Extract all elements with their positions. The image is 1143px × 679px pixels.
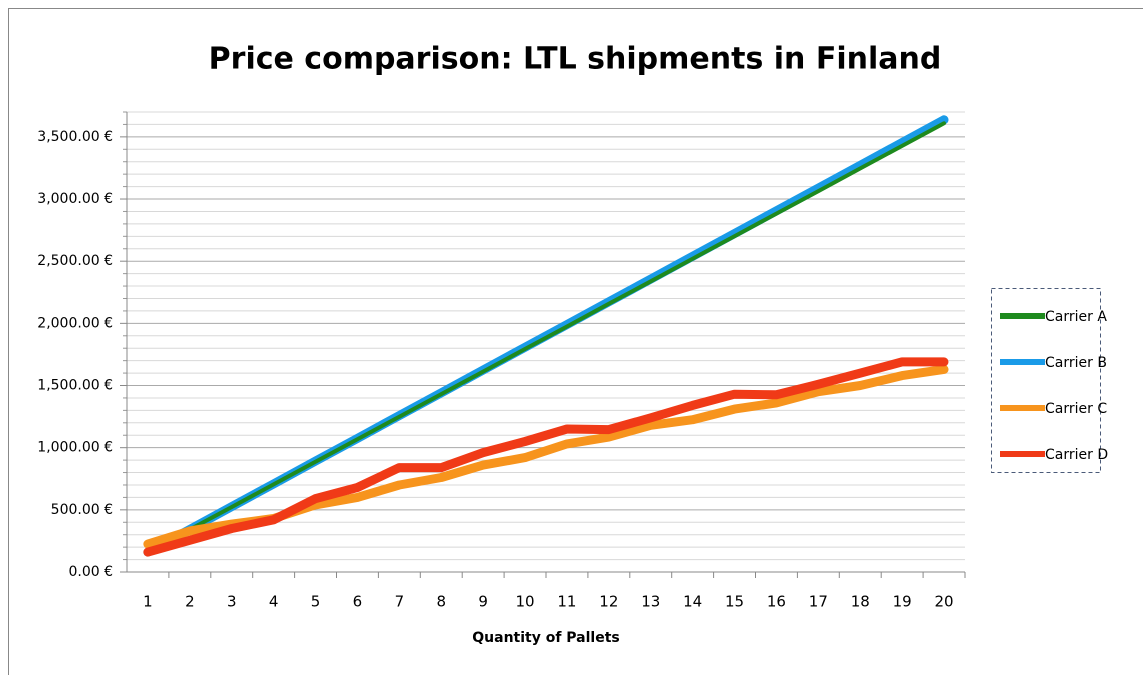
x-tick-label: 8 [436,593,446,611]
series-line [148,123,944,552]
x-tick-label: 7 [395,593,405,611]
y-tick-label: 3,000.00 € [37,191,113,207]
x-tick-label: 5 [311,593,321,611]
x-tick-label: 12 [599,593,618,611]
x-tick-label: 20 [935,593,954,611]
x-tick-label: 1 [143,593,153,611]
y-tick-label: 500.00 € [51,502,113,518]
y-tick-label: 0.00 € [68,564,113,580]
y-tick-label: 1,000.00 € [37,440,113,456]
x-tick-label: 16 [767,593,786,611]
x-tick-label: 2 [185,593,195,611]
x-tick-label: 14 [683,593,702,611]
x-tick-label: 17 [809,593,828,611]
x-tick-label: 19 [893,593,912,611]
y-tick-label: 2,000.00 € [37,315,113,331]
y-tick-label: 3,500.00 € [37,129,113,145]
chart: Price comparison: LTL shipments in Finla… [0,0,1143,675]
legend-label: Carrier D [1045,447,1108,463]
legend-label: Carrier A [1045,309,1107,325]
x-tick-label: 3 [227,593,237,611]
x-tick-label: 11 [557,593,576,611]
legend-label: Carrier C [1045,401,1107,417]
chart-title: Price comparison: LTL shipments in Finla… [209,42,942,77]
x-tick-label: 10 [516,593,535,611]
x-tick-label: 4 [269,593,279,611]
x-tick-label: 13 [641,593,660,611]
y-tick-label: 2,500.00 € [37,253,113,269]
chart-frame [9,9,1143,676]
x-tick-label: 9 [478,593,488,611]
legend-label: Carrier B [1045,355,1107,371]
x-tick-label: 18 [851,593,870,611]
y-tick-label: 1,500.00 € [37,378,113,394]
x-axis-title: Quantity of Pallets [472,630,620,646]
x-tick-label: 15 [725,593,744,611]
x-tick-label: 6 [353,593,363,611]
